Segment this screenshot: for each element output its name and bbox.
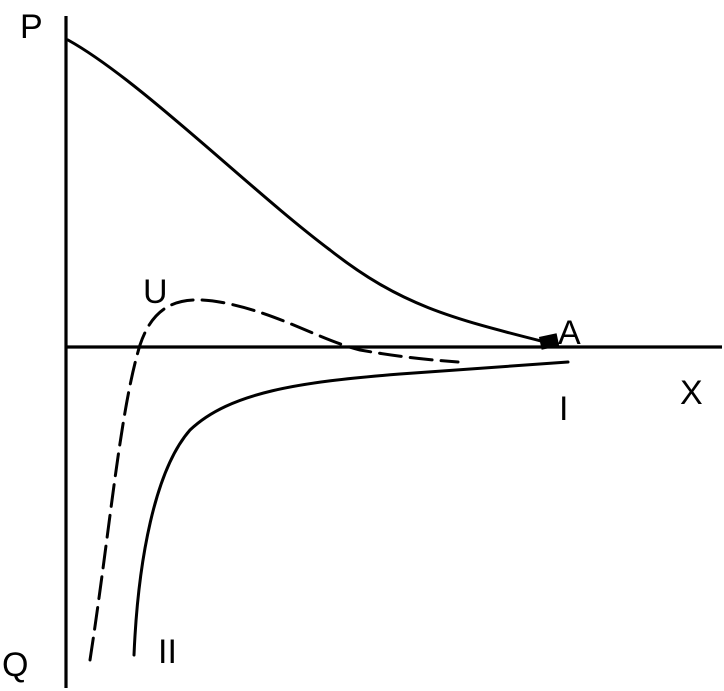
label-i: I	[559, 390, 568, 428]
label-ii: II	[158, 633, 177, 671]
upper-curve	[66, 38, 547, 344]
label-a: A	[558, 314, 581, 352]
label-q: Q	[2, 646, 28, 684]
curve-ii-lower	[132, 360, 570, 657]
label-p: P	[20, 8, 43, 46]
label-x: X	[680, 374, 703, 412]
label-u: U	[143, 273, 168, 311]
point-a-marker	[538, 333, 560, 350]
curve-u-dashed	[88, 298, 460, 662]
